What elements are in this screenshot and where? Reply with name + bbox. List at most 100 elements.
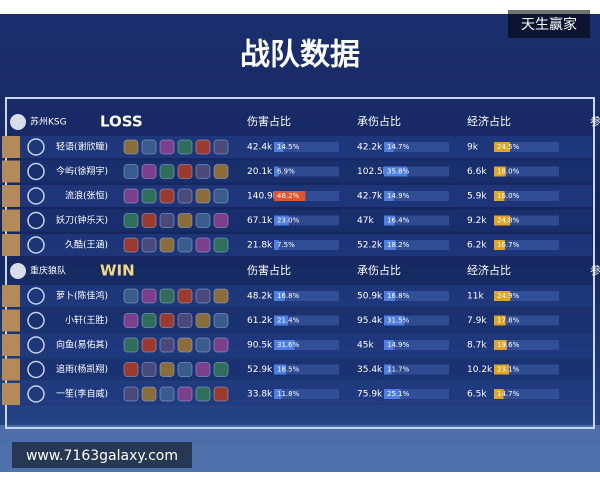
- stat-value: 42.7k: [357, 192, 383, 202]
- stat-bar: [274, 389, 282, 399]
- bar-track: [274, 142, 339, 152]
- hero-icon: [159, 139, 175, 155]
- column-header: 伤害占比: [247, 114, 291, 128]
- hero-icon: [177, 213, 193, 228]
- stat-percent: 48.2%: [277, 192, 300, 200]
- stat-bar: [384, 191, 394, 201]
- bar-track: [274, 191, 339, 201]
- bar-track: [274, 315, 339, 326]
- stats-table: 苏州KSG LOSS 伤害占比 承伤占比 经济占比 参轻语(谢欣瞳) 42.4k 14.5% 4…: [2, 113, 600, 405]
- stat-value: 9k: [467, 143, 479, 153]
- footer-url: www.7163galaxy.com: [26, 448, 178, 464]
- stat-percent: 16.0%: [497, 192, 520, 200]
- hero-icon: [195, 362, 211, 377]
- hero-icon: [195, 313, 211, 328]
- hero-icon: [141, 337, 157, 353]
- bar-track: [274, 389, 339, 399]
- stat-bar: [274, 215, 289, 226]
- column-header: 参: [590, 263, 600, 277]
- stat-value: 8.7k: [467, 341, 487, 351]
- team-name: 苏州KSG: [30, 116, 67, 128]
- watermark: 天生赢家: [521, 16, 577, 33]
- stat-bar: [494, 166, 506, 177]
- hero-icon: [123, 164, 139, 179]
- hero-icon: [195, 164, 211, 179]
- hero-icon: [213, 213, 229, 228]
- hero-icon: [141, 288, 157, 304]
- hero-icon: [213, 313, 229, 328]
- stat-percent: 31.6%: [277, 341, 300, 349]
- hero-icon: [177, 362, 193, 377]
- player-name: 今屿(徐翔宇): [56, 165, 108, 177]
- bar-track: [384, 291, 449, 301]
- hero-icon: [159, 213, 175, 228]
- stat-percent: 24.5%: [497, 143, 520, 151]
- stat-percent: 18.5%: [277, 366, 300, 374]
- bar-track: [494, 215, 559, 226]
- stat-bar: [494, 315, 506, 326]
- bar-track: [384, 364, 449, 375]
- hero-icon: [159, 164, 175, 179]
- bar-track: [494, 240, 559, 250]
- stat-percent: 19.6%: [497, 341, 520, 349]
- stat-value: 7.9k: [467, 316, 487, 326]
- stat-bar: [384, 215, 395, 226]
- bar-track: [274, 291, 339, 301]
- stat-bar: [274, 142, 284, 152]
- hero-icon: [141, 386, 157, 402]
- stat-value: 42.2k: [357, 143, 383, 153]
- team-result: WIN: [100, 262, 135, 280]
- player-name: 小轩(王胜): [65, 314, 108, 326]
- stat-percent: 14.7%: [497, 390, 520, 398]
- bar-track: [494, 389, 559, 399]
- hero-icon: [177, 313, 193, 328]
- hero-icon: [195, 288, 211, 304]
- hero-icon: [141, 139, 157, 155]
- hero-icon: [213, 362, 229, 377]
- stat-bar: [274, 315, 288, 326]
- hero-icon: [195, 213, 211, 228]
- player-avatar: [2, 383, 20, 405]
- hero-icon: [195, 139, 211, 155]
- position-icon: [27, 311, 45, 330]
- stat-percent: 21.4%: [277, 317, 300, 325]
- stat-value: 140.9k: [247, 192, 279, 202]
- team-name: 重庆狼队: [30, 265, 66, 277]
- player-avatar: [2, 234, 20, 256]
- stat-percent: 16.4%: [387, 217, 410, 225]
- stat-bar: [384, 142, 394, 152]
- bar-track: [384, 340, 449, 350]
- hero-icon: [141, 164, 157, 179]
- stat-value: 45k: [357, 341, 374, 351]
- stat-percent: 7.5%: [277, 241, 295, 249]
- stat-bar: [274, 364, 287, 375]
- stat-value: 90.5k: [247, 341, 273, 351]
- bar-track: [494, 315, 559, 326]
- stat-bar: [274, 291, 285, 301]
- player-name: 向鱼(易佑其): [56, 339, 108, 351]
- position-icon: [27, 187, 45, 205]
- stat-value: 47k: [357, 216, 374, 226]
- stat-bar: [274, 340, 295, 350]
- bar-track: [494, 166, 559, 177]
- player-name: 轻语(谢欣瞳): [56, 141, 108, 153]
- stat-percent: 24.9%: [497, 292, 520, 300]
- stat-bar: [384, 291, 395, 301]
- stat-percent: 14.9%: [387, 341, 410, 349]
- hero-icon: [123, 386, 139, 402]
- hero-icon: [159, 188, 175, 204]
- stat-value: 10.2k: [467, 365, 493, 375]
- player-avatar: [2, 309, 20, 332]
- hero-icon: [177, 237, 193, 253]
- stat-percent: 11.8%: [277, 390, 300, 398]
- stat-percent: 35.8%: [387, 168, 410, 176]
- hero-icon: [159, 337, 175, 353]
- hero-icon: [123, 188, 139, 204]
- stat-value: 5.9k: [467, 192, 487, 202]
- stat-percent: 18.0%: [497, 168, 520, 176]
- stat-bar: [274, 166, 279, 177]
- stat-bar: [274, 240, 279, 250]
- player-name: 一笙(李自威): [56, 388, 108, 400]
- hero-icon: [213, 337, 229, 353]
- hero-icon: [213, 139, 229, 155]
